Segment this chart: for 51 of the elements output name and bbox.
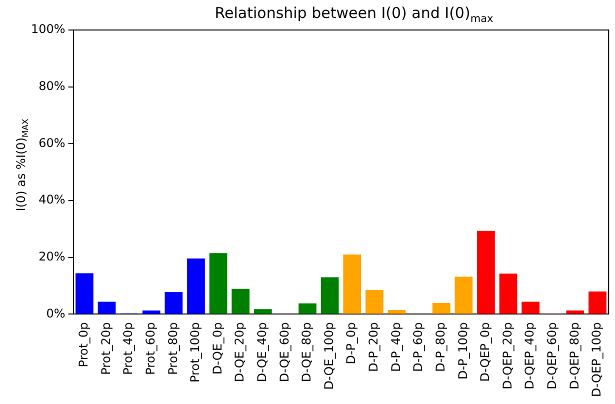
bar: [366, 290, 384, 314]
bar: [232, 288, 250, 314]
bar: [566, 310, 584, 314]
x-tick-label: D-P_20p: [366, 322, 381, 372]
bar: [432, 302, 450, 314]
bar: [388, 310, 406, 314]
x-tick-label: D-P_40p: [388, 322, 403, 372]
y-tick-label: 40%: [38, 192, 66, 207]
x-tick-label: D-P_60p: [411, 322, 426, 372]
y-tick-label: 60%: [38, 136, 66, 150]
bar: [209, 253, 228, 314]
x-tick-label: Prot_100p: [188, 322, 202, 382]
bar: [98, 302, 116, 314]
bar: [320, 277, 339, 314]
bar: [522, 302, 540, 314]
y-tick-label: 0%: [46, 306, 66, 320]
bar: [588, 291, 606, 314]
x-tick-label: D-QEP_100p: [590, 322, 604, 397]
chart-title: Relationship between I(0) and I(0)$_{max}$: [214, 4, 494, 25]
x-tick-label: D-QE_100p: [322, 322, 336, 390]
x-tick-label: D-QE_60p: [277, 322, 292, 382]
x-tick-label: D-QEP_40p: [522, 322, 537, 390]
x-tick-label: Prot_80p: [166, 322, 180, 375]
x-tick-label: D-QEP_80p: [567, 322, 582, 390]
x-tick-label: D-P_0p: [344, 322, 358, 364]
x-tick-label: D-QEP_60p: [544, 322, 559, 390]
bar: [187, 258, 205, 314]
x-tick-label: Prot_60p: [144, 322, 158, 375]
y-tick-label: 80%: [38, 78, 66, 93]
x-tick-label: D-QEP_0p: [478, 322, 492, 382]
x-tick-label: D-QE_40p: [255, 322, 270, 382]
bar: [298, 303, 316, 314]
bar: [499, 274, 518, 314]
x-tick-label: Prot_40p: [121, 322, 136, 375]
x-tick-label: D-QE_80p: [300, 322, 314, 382]
bar: [454, 276, 473, 314]
x-tick-label: D-QEP_20p: [500, 322, 514, 390]
x-tick-label: D-QE_20p: [232, 322, 247, 382]
bar: [76, 273, 94, 314]
x-tick-label: D-P_80p: [433, 322, 448, 372]
bar: [164, 292, 183, 314]
x-tick-label: Prot_20p: [98, 322, 113, 375]
x-tick-label: D-P_100p: [456, 322, 470, 380]
bar: [477, 230, 495, 314]
bar: [254, 309, 272, 314]
y-tick-label: 20%: [38, 249, 66, 264]
bar: [142, 310, 160, 314]
y-tick-label: 100%: [30, 22, 66, 36]
bar: [343, 254, 362, 314]
x-tick-label: D-QE_0p: [210, 322, 224, 374]
x-tick-label: Prot_0p: [76, 322, 91, 368]
